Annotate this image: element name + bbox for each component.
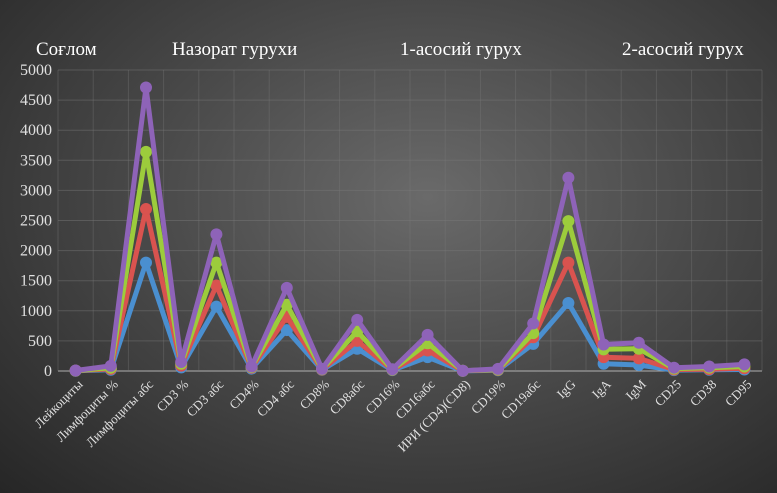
- x-tick-label: IgG: [554, 377, 579, 402]
- x-tick-label: CD19абс: [498, 376, 544, 422]
- data-point: [421, 328, 434, 341]
- data-point: [562, 215, 575, 228]
- series-group: [69, 81, 751, 377]
- data-point: [69, 364, 82, 377]
- data-point: [316, 362, 328, 375]
- data-point: [562, 296, 575, 309]
- data-point: [104, 359, 117, 372]
- data-point: [351, 313, 364, 326]
- x-tick-label: IgA: [589, 376, 614, 401]
- legend-entry: Соғлом: [36, 39, 97, 60]
- y-tick-label: 1000: [20, 303, 52, 320]
- data-point: [738, 358, 751, 371]
- data-point: [668, 361, 680, 374]
- y-tick-label: 4000: [20, 122, 52, 139]
- x-tick-label: CD25: [652, 377, 685, 410]
- legend-entry: 1-асосий гурух: [400, 39, 522, 60]
- x-tick-label: IgM: [622, 376, 649, 403]
- data-point: [210, 300, 223, 313]
- data-point: [140, 256, 152, 269]
- data-point: [562, 256, 575, 269]
- data-point: [210, 256, 223, 269]
- y-tick-label: 2500: [20, 213, 52, 230]
- y-tick-label: 4500: [20, 92, 52, 109]
- x-tick-label: CD4 абс: [254, 376, 297, 419]
- data-point: [386, 363, 399, 376]
- x-tick-label: CD8абс: [327, 376, 368, 417]
- data-point: [492, 362, 504, 375]
- data-point: [140, 145, 152, 158]
- x-tick-label: CD3 абс: [183, 376, 226, 419]
- data-point: [140, 203, 152, 216]
- y-axis-ticks: 0 500 1000 1500 2000 2500 3000 3500 4000 4500 5000: [20, 62, 52, 380]
- y-tick-label: 3500: [20, 152, 52, 169]
- legend-entry: Назорат гурухи: [172, 39, 297, 60]
- data-point: [597, 338, 610, 351]
- legend: Соғлом Назорат гурухи 1-асосий гурух 2-асос…: [36, 39, 744, 60]
- y-tick-label: 500: [28, 333, 52, 350]
- data-point: [562, 171, 575, 184]
- legend-entry: 2-асосий гурух: [622, 39, 744, 60]
- y-tick-label: 3000: [20, 182, 52, 199]
- series-4: [69, 81, 751, 377]
- x-tick-label: CD38: [687, 377, 720, 410]
- data-point: [210, 228, 223, 241]
- data-point: [280, 324, 293, 337]
- data-point: [140, 81, 152, 94]
- data-point: [632, 336, 645, 349]
- data-point: [456, 364, 469, 377]
- data-point: [703, 360, 716, 373]
- y-tick-label: 2000: [20, 243, 52, 260]
- y-tick-label: 1500: [20, 273, 52, 290]
- data-point: [245, 360, 258, 373]
- data-point: [175, 355, 188, 368]
- y-tick-label: 5000: [20, 62, 52, 79]
- x-tick-label: CD95: [722, 377, 755, 410]
- data-point: [280, 281, 293, 294]
- data-point: [527, 317, 540, 330]
- y-tick-label: 0: [44, 363, 52, 380]
